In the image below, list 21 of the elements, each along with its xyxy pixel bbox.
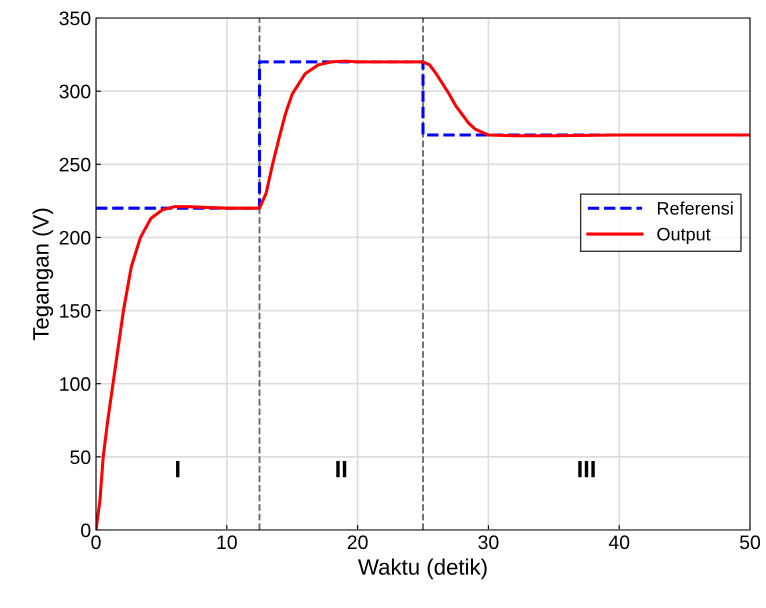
- x-tick-label: 30: [478, 535, 498, 550]
- y-tick-label: 150: [60, 304, 90, 318]
- y-tick-label: 100: [60, 377, 90, 391]
- legend-label: Output: [657, 228, 711, 244]
- y-tick-label: 50: [70, 450, 90, 464]
- annotation: III: [578, 460, 595, 478]
- x-tick-label: 0: [91, 535, 101, 550]
- annotation: I: [176, 460, 180, 478]
- x-axis-title: Waktu (detik): [358, 558, 487, 580]
- y-tick-label: 0: [81, 523, 90, 538]
- annotation: II: [336, 460, 346, 478]
- y-tick-label: 250: [60, 158, 90, 172]
- x-tick-label: 40: [608, 535, 630, 550]
- x-tick-label: 20: [348, 535, 368, 550]
- y-tick-label: 350: [59, 11, 90, 26]
- x-tick-label: 10: [217, 535, 237, 550]
- legend-label: Referensi: [658, 201, 733, 215]
- y-tick-label: 200: [60, 230, 90, 245]
- y-axis-title: Tegangan (V): [32, 208, 54, 340]
- x-tick-label: 50: [740, 535, 760, 550]
- y-tick-label: 300: [59, 84, 90, 98]
